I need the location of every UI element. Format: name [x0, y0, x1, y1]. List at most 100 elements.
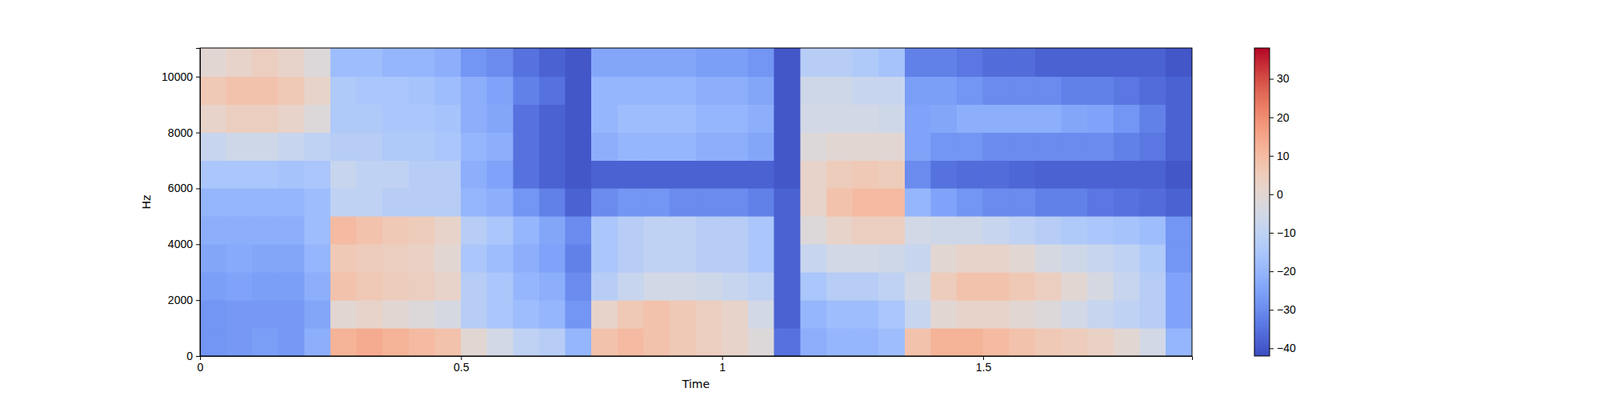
cell: [1087, 244, 1114, 272]
cell: [904, 272, 932, 300]
tick-mark: [1269, 194, 1274, 196]
cell: [722, 132, 749, 161]
cell: [513, 272, 540, 300]
cell: [278, 300, 305, 328]
cell: [1140, 216, 1167, 244]
cell: [252, 132, 279, 161]
cell: [435, 188, 462, 216]
cell: [748, 188, 775, 216]
cell: [878, 272, 905, 300]
cell: [304, 244, 332, 272]
cell: [748, 216, 775, 244]
cell: [356, 216, 384, 244]
cell: [1140, 160, 1167, 189]
cell: [1113, 132, 1140, 161]
cell: [617, 104, 644, 133]
cell: [904, 244, 932, 272]
cell: [748, 160, 775, 189]
cell: [460, 48, 488, 77]
cell: [617, 300, 644, 328]
cell: [1165, 272, 1192, 300]
cell: [826, 104, 853, 133]
cell: [1165, 216, 1192, 244]
cell: [591, 300, 618, 328]
cell: [226, 48, 253, 77]
cell: [539, 48, 566, 77]
cell: [1165, 188, 1192, 216]
cell: [356, 48, 384, 77]
cell: [852, 300, 880, 328]
cell: [696, 104, 723, 133]
cell: [1009, 188, 1036, 216]
cell: [983, 132, 1010, 161]
cell: [878, 328, 905, 356]
cell: [644, 48, 671, 77]
cell: [644, 104, 671, 133]
cell: [1061, 244, 1088, 272]
tick-label: 10: [1276, 149, 1290, 163]
tick-label: 30: [1276, 72, 1290, 85]
cell: [956, 76, 984, 105]
cell: [774, 216, 801, 244]
cell: [330, 188, 357, 216]
cell: [696, 132, 723, 161]
tick-mark: [1269, 156, 1274, 157]
tick: 8000: [168, 126, 200, 140]
cell: [408, 76, 436, 105]
cell: [565, 104, 592, 133]
cell: [278, 216, 305, 244]
cell: [435, 272, 462, 300]
cell: [669, 244, 696, 272]
cell: [330, 160, 357, 189]
cell: [1009, 244, 1036, 272]
cell: [1087, 188, 1114, 216]
cell: [1061, 160, 1088, 189]
cell: [1140, 188, 1167, 216]
cell: [956, 272, 984, 300]
cell: [1009, 76, 1036, 105]
cell: [1113, 216, 1140, 244]
cell: [774, 132, 801, 161]
cell: [1035, 132, 1062, 161]
cell: [539, 244, 566, 272]
cell: [278, 104, 305, 133]
tick-label: 0.5: [453, 360, 470, 374]
axis-line: [200, 356, 1193, 361]
cell: [487, 244, 514, 272]
cell: [539, 76, 566, 105]
cell: [252, 48, 279, 77]
heatmap-cells: [200, 48, 1192, 356]
plot-frame: [200, 48, 1192, 356]
cell: [565, 272, 592, 300]
cell: [904, 188, 932, 216]
cell: [1061, 300, 1088, 328]
cell: [435, 216, 462, 244]
cell: [539, 132, 566, 161]
cell: [252, 300, 279, 328]
chart: 00.511.50200040006000800010000TimeHz3020…: [0, 0, 1600, 400]
cell: [748, 76, 775, 105]
cell: [356, 244, 384, 272]
cell: [200, 244, 227, 272]
cell: [435, 76, 462, 105]
cell: [565, 216, 592, 244]
tick: 1: [719, 356, 726, 374]
cell: [956, 104, 984, 133]
cell: [644, 244, 671, 272]
cell: [382, 272, 409, 300]
cell: [878, 76, 905, 105]
cell: [696, 188, 723, 216]
cell: [722, 244, 749, 272]
cell: [1165, 244, 1192, 272]
cell: [591, 104, 618, 133]
cell: [696, 328, 723, 356]
cell: [800, 216, 828, 244]
cell: [513, 104, 540, 133]
cell: [591, 132, 618, 161]
cell: [696, 244, 723, 272]
cell: [1165, 328, 1192, 356]
cell: [304, 328, 332, 356]
cell: [356, 328, 384, 356]
cell: [591, 244, 618, 272]
cell: [1009, 104, 1036, 133]
